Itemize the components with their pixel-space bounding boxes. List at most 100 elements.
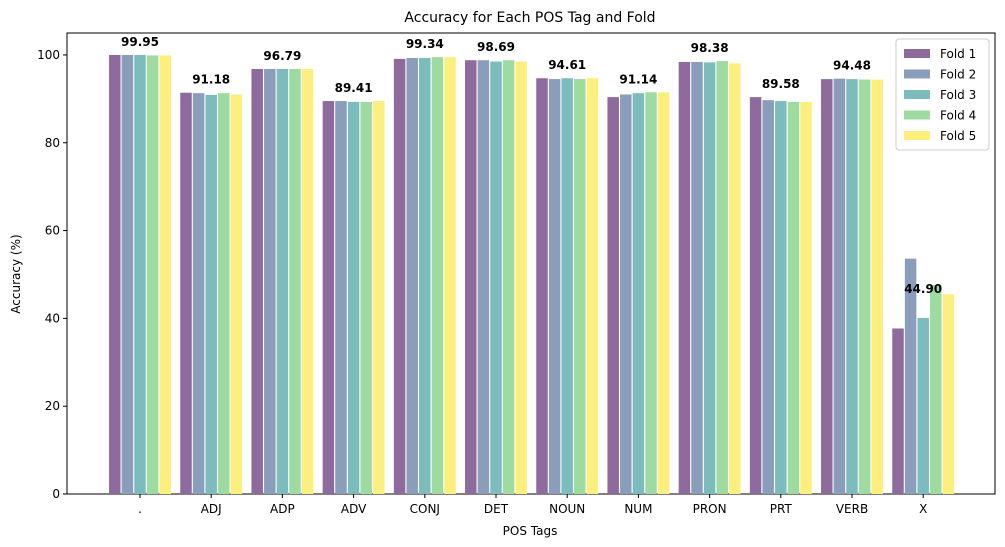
y-tick-label: 60 bbox=[45, 224, 60, 238]
average-label: 91.18 bbox=[192, 73, 230, 87]
legend: Fold 1 Fold 2 Fold 3 Fold 4 Fold 5 bbox=[895, 38, 990, 151]
bar bbox=[264, 69, 276, 495]
bar bbox=[917, 317, 929, 494]
y-tick-label: 0 bbox=[52, 487, 60, 501]
bar bbox=[586, 78, 599, 495]
bar bbox=[716, 61, 728, 494]
legend-label: Fold 5 bbox=[940, 129, 976, 143]
bar bbox=[561, 78, 573, 495]
bar bbox=[477, 60, 490, 495]
bar bbox=[335, 101, 347, 495]
x-tick-label: DET bbox=[484, 502, 509, 516]
y-tick-label: 80 bbox=[45, 136, 60, 150]
bar bbox=[373, 101, 385, 495]
bar bbox=[289, 69, 301, 495]
bar bbox=[109, 54, 121, 494]
bar bbox=[515, 61, 527, 495]
legend-swatch bbox=[904, 49, 930, 58]
bar bbox=[703, 62, 716, 494]
x-axis-label: POS Tags bbox=[503, 524, 558, 538]
x-tick-label: NUM bbox=[624, 502, 652, 516]
y-tick-label: 100 bbox=[37, 48, 60, 62]
bar bbox=[645, 92, 657, 495]
bar bbox=[548, 79, 561, 494]
legend-swatch bbox=[904, 131, 930, 140]
bar bbox=[574, 79, 586, 494]
bar bbox=[904, 258, 917, 494]
bar bbox=[322, 101, 335, 495]
bar bbox=[607, 97, 619, 494]
bar bbox=[787, 101, 800, 494]
x-tick-label: . bbox=[138, 502, 142, 516]
legend-label: Fold 3 bbox=[940, 88, 976, 102]
bar bbox=[858, 79, 871, 494]
average-label: 91.14 bbox=[619, 72, 657, 86]
bar bbox=[230, 94, 243, 494]
bar bbox=[930, 285, 942, 494]
bar bbox=[762, 100, 774, 494]
bar bbox=[360, 101, 372, 494]
average-label: 99.95 bbox=[121, 35, 159, 49]
average-label: 94.61 bbox=[548, 58, 586, 72]
bar bbox=[251, 69, 263, 495]
legend-box bbox=[895, 38, 990, 151]
plot-area: 0 20 40 60 80 100. 99.95 ADJ 91.18 ADP 96.79 ADV 89.… bbox=[37, 32, 996, 516]
x-tick-label: ADJ bbox=[201, 502, 222, 516]
bar bbox=[419, 58, 431, 494]
bar bbox=[121, 54, 134, 494]
bar bbox=[159, 55, 171, 495]
legend-label: Fold 4 bbox=[940, 109, 976, 123]
bar bbox=[691, 61, 703, 494]
legend-swatch bbox=[904, 110, 930, 120]
bar bbox=[393, 58, 406, 494]
bar bbox=[657, 92, 670, 495]
legend-swatch bbox=[904, 69, 930, 79]
bar bbox=[146, 55, 159, 495]
bar bbox=[678, 61, 691, 494]
average-label: 99.34 bbox=[406, 37, 444, 51]
bar bbox=[465, 60, 477, 495]
average-label: 44.90 bbox=[904, 282, 942, 296]
legend-label: Fold 2 bbox=[940, 68, 976, 82]
bar bbox=[502, 60, 515, 495]
bar bbox=[276, 69, 289, 495]
y-tick-label: 40 bbox=[45, 311, 60, 325]
bar bbox=[942, 294, 955, 494]
bar bbox=[821, 79, 833, 494]
average-label: 89.58 bbox=[762, 77, 800, 91]
bar bbox=[620, 94, 632, 494]
legend-swatch bbox=[904, 90, 930, 99]
x-tick-label: X bbox=[919, 502, 927, 516]
bar bbox=[729, 63, 741, 495]
y-axis-label: Accuracy (%) bbox=[9, 234, 23, 313]
average-label: 89.41 bbox=[335, 81, 373, 95]
bar bbox=[871, 79, 883, 494]
legend-label: Fold 1 bbox=[940, 47, 976, 61]
bar bbox=[218, 93, 230, 494]
bar bbox=[180, 92, 192, 494]
x-tick-label: PRT bbox=[770, 502, 793, 516]
bar bbox=[846, 79, 858, 494]
x-tick-label: ADP bbox=[270, 502, 295, 516]
x-tick-label: PRON bbox=[693, 502, 727, 516]
x-tick-label: ADV bbox=[341, 502, 367, 516]
average-label: 98.69 bbox=[477, 40, 515, 54]
bar bbox=[536, 78, 548, 495]
bar bbox=[431, 57, 444, 495]
bar bbox=[775, 101, 787, 495]
x-tick-label: CONJ bbox=[410, 502, 440, 516]
bar bbox=[632, 93, 645, 494]
bar bbox=[301, 69, 314, 495]
average-label: 96.79 bbox=[263, 49, 301, 63]
bar bbox=[134, 54, 146, 494]
bar bbox=[406, 58, 418, 494]
bar bbox=[833, 78, 846, 494]
average-label: 94.48 bbox=[833, 59, 871, 73]
bar bbox=[192, 93, 205, 494]
bar bbox=[800, 101, 812, 494]
bar bbox=[749, 97, 762, 494]
y-tick-label: 20 bbox=[45, 399, 60, 413]
bar bbox=[205, 94, 217, 495]
average-label: 98.38 bbox=[691, 41, 729, 55]
